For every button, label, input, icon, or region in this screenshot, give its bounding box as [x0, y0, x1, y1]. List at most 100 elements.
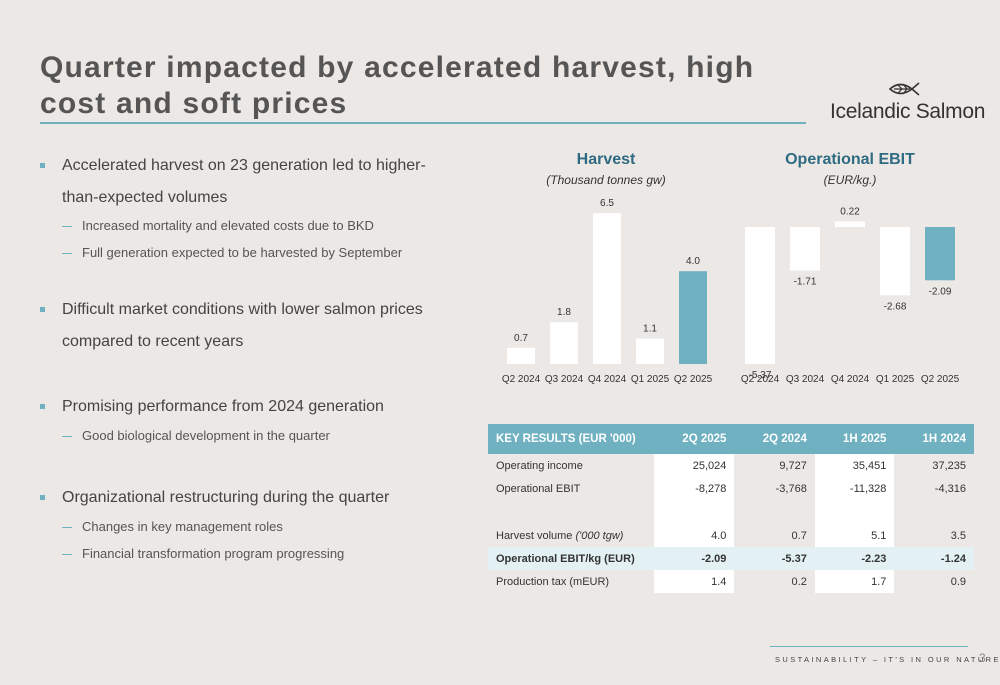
data-label: 1.1 — [643, 323, 657, 334]
bar-q1-2025 — [636, 338, 664, 364]
footer-tagline: SUSTAINABILITY – IT'S IN OUR NATURE — [775, 655, 1000, 664]
bar-q1-2025 — [880, 227, 910, 296]
footer-divider — [770, 646, 968, 647]
logo-text: Icelandic Salmon — [830, 100, 986, 123]
sub-bullet-text: Good biological development in the quart… — [82, 428, 330, 443]
table-row: Operating income 25,024 9,727 35,451 37,… — [488, 454, 974, 477]
bar-q2-2024 — [745, 227, 775, 364]
table-header-row: KEY RESULTS (EUR '000) 2Q 2025 2Q 2024 1… — [488, 424, 974, 454]
data-label: 0.7 — [514, 333, 528, 344]
table-cell: 1.4 — [654, 570, 735, 593]
table-cell — [734, 500, 814, 524]
row-label: Operational EBIT — [496, 482, 581, 495]
bullet-text: Accelerated harvest on 23 generation led… — [62, 157, 426, 206]
bar-q2-2025 — [679, 271, 707, 364]
data-label: -5.37 — [749, 370, 772, 381]
bar-q3-2024 — [790, 227, 820, 271]
sub-bullet-text: Changes in key management roles — [82, 519, 283, 534]
data-label: -2.68 — [884, 301, 907, 312]
sub-bullet-item: Changes in key management roles — [62, 518, 283, 536]
table-cell: 0.7 — [791, 529, 807, 542]
harvest-chart-subtitle: (Thousand tonnes gw) — [546, 173, 666, 187]
data-label: 4.0 — [686, 256, 700, 267]
row-label-unit: ('000 tgw) — [575, 529, 624, 542]
table-cell — [814, 500, 895, 524]
table-cell: 25,024 — [654, 454, 735, 477]
dash-marker-icon — [62, 436, 72, 437]
title-line-2: cost and soft prices — [40, 87, 348, 120]
table-cell: 5.1 — [814, 524, 895, 547]
table-cell: 0.9 — [950, 575, 966, 588]
key-results-table: KEY RESULTS (EUR '000) 2Q 2025 2Q 2024 1… — [488, 424, 974, 593]
table-cell: 9,727 — [779, 459, 807, 472]
bullet-text: Promising performance from 2024 generati… — [62, 398, 384, 415]
data-label: 6.5 — [600, 198, 614, 209]
sub-bullet-item: Full generation expected to be harvested… — [62, 244, 402, 262]
dash-marker-icon — [62, 253, 72, 254]
x-tick-label: Q3 2024 — [786, 374, 825, 385]
bullet-marker-icon — [40, 307, 45, 312]
bullet-item: Organizational restructuring during the … — [40, 482, 450, 514]
page-number: 3 — [979, 651, 986, 665]
company-logo: Icelandic Salmon — [830, 78, 985, 128]
row-label-text: Harvest volume — [496, 529, 576, 542]
dash-marker-icon — [62, 554, 72, 555]
table-header-cell: KEY RESULTS (EUR '000) — [488, 424, 654, 454]
title-line-1: Quarter impacted by accelerated harvest,… — [40, 51, 755, 84]
bullet-item: Difficult market conditions with lower s… — [40, 294, 450, 358]
title-divider — [40, 122, 806, 124]
bullet-item: Accelerated harvest on 23 generation led… — [40, 150, 450, 214]
sub-bullet-item: Good biological development in the quart… — [62, 427, 330, 445]
sub-bullet-item: Financial transformation program progres… — [62, 545, 344, 563]
table-row: Operational EBIT -8,278 -3,768 -11,328 -… — [488, 477, 974, 500]
data-label: -2.09 — [929, 286, 952, 297]
x-tick-label: Q2 2024 — [741, 374, 780, 385]
bullet-text: Organizational restructuring during the … — [62, 489, 390, 506]
bar-q2-2024 — [507, 347, 535, 364]
table-cell: 3.5 — [950, 529, 966, 542]
table-cell — [894, 500, 974, 524]
table-row: Production tax (mEUR) 1.4 0.2 1.7 0.9 — [488, 570, 974, 593]
row-label: Harvest volume ('000 tgw) — [488, 524, 654, 547]
harvest-chart: 0.7 Q2 2024 1.8 Q3 2024 6.5 Q4 2024 1.1 Q1 2025… — [502, 198, 713, 385]
table-header-cell: 2Q 2024 — [734, 424, 815, 454]
table-cell: -1.24 — [894, 547, 974, 570]
x-tick-label: Q2 2024 — [502, 374, 541, 385]
ebit-chart-subtitle: (EUR/kg.) — [823, 173, 877, 187]
x-tick-label: Q2 2025 — [674, 374, 713, 385]
table-header-cell: 1H 2025 — [814, 424, 895, 454]
table-cell: -4,316 — [934, 482, 966, 495]
bullet-item: Promising performance from 2024 generati… — [40, 391, 450, 423]
data-label: 0.22 — [840, 206, 860, 217]
table-cell: 0.2 — [791, 575, 807, 588]
table-cell: -2.23 — [814, 547, 895, 570]
bar-q3-2024 — [550, 322, 578, 364]
sub-bullet-text: Full generation expected to be harvested… — [82, 245, 403, 260]
table-cell: -11,328 — [814, 477, 895, 500]
table-cell: 37,235 — [932, 459, 966, 472]
x-tick-label: Q4 2024 — [588, 374, 627, 385]
bar-q2-2025 — [925, 227, 955, 281]
harvest-chart-title: Harvest — [576, 151, 636, 168]
x-tick-label: Q1 2025 — [876, 374, 915, 385]
data-label: -1.71 — [794, 277, 817, 288]
x-tick-label: Q4 2024 — [831, 374, 870, 385]
table-cell: 1.7 — [814, 570, 895, 593]
table-row: Harvest volume ('000 tgw) 4.0 0.7 5.1 3.… — [488, 524, 974, 547]
ebit-chart-title: Operational EBIT — [785, 151, 915, 168]
bullet-marker-icon — [40, 163, 45, 168]
x-tick-label: Q1 2025 — [631, 374, 670, 385]
row-label: Operating income — [496, 459, 583, 472]
table-cell: -8,278 — [654, 477, 735, 500]
bullet-text: Difficult market conditions with lower s… — [62, 301, 423, 350]
table-cell: -3,768 — [775, 482, 807, 495]
bar-q4-2024 — [593, 213, 621, 364]
fish-leaf-logo-icon — [888, 82, 920, 96]
row-label — [488, 500, 654, 524]
table-header-cell: 2Q 2025 — [654, 424, 735, 454]
x-tick-label: Q2 2025 — [921, 374, 960, 385]
table-cell: -5.37 — [734, 547, 815, 570]
bar-q4-2024 — [835, 221, 865, 227]
bullet-marker-icon — [40, 495, 45, 500]
